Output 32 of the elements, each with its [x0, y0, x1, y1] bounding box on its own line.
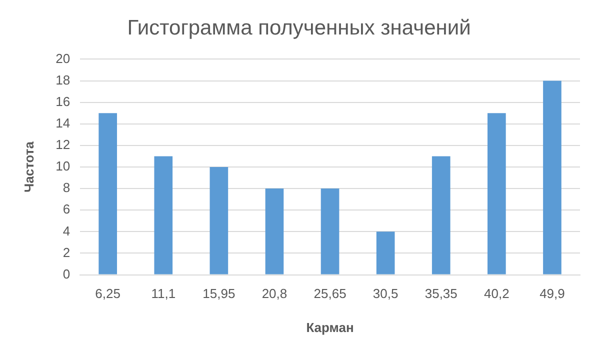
y-tick-label: 20	[56, 50, 70, 66]
bar	[320, 188, 340, 274]
y-tick-label: 12	[56, 137, 70, 152]
y-tick-label: 8	[62, 180, 70, 196]
y-tick-label: 14	[56, 115, 70, 130]
y-tick-label: 0	[62, 266, 70, 282]
y-tick-label: 6	[62, 202, 70, 217]
bar	[210, 167, 228, 274]
bar	[154, 156, 173, 274]
bar	[265, 188, 284, 274]
x-tick-label: 11,1	[151, 286, 176, 302]
bar	[98, 113, 117, 274]
bar	[432, 156, 450, 274]
x-axis-title: Карман	[306, 320, 354, 335]
y-tick-label: 10	[56, 158, 70, 174]
x-tick-label: 6,25	[95, 286, 120, 302]
x-tick-label: 25,65	[314, 286, 346, 302]
bar	[376, 232, 395, 274]
y-tick-label: 2	[62, 244, 70, 260]
bar	[543, 80, 562, 274]
bar	[488, 113, 506, 274]
x-tick-label: 15,95	[202, 286, 236, 302]
x-tick-label: 20,8	[262, 286, 288, 302]
y-tick-label: 4	[62, 223, 70, 238]
y-axis-title: Частота	[21, 140, 36, 193]
y-tick-label: 16	[56, 94, 70, 109]
chart-title: Гистограмма полученных значений	[127, 16, 471, 40]
x-tick-label: 30,5	[372, 286, 398, 302]
x-tick-label: 35,35	[424, 286, 458, 302]
x-tick-label: 49,9	[540, 286, 565, 302]
y-tick-label: 18	[56, 72, 70, 88]
x-tick-label: 40,2	[484, 286, 510, 302]
